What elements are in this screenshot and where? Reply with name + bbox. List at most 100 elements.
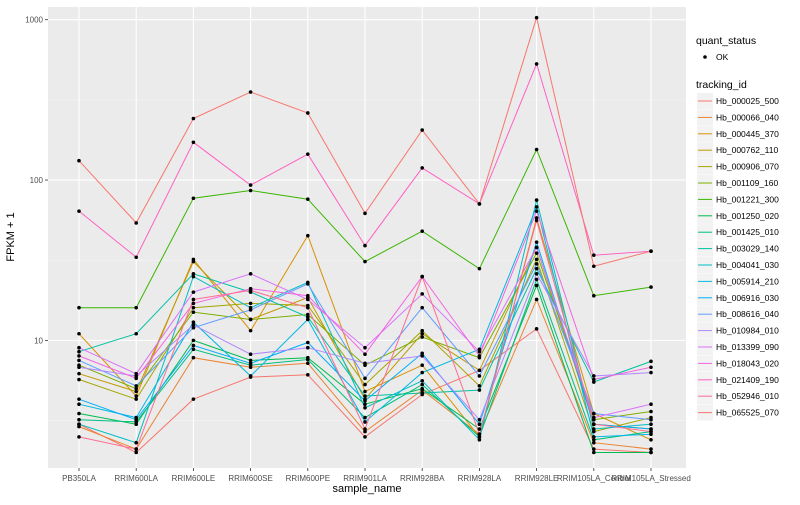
legend: quant_status tracking_id OK Hb_000025_500… xyxy=(696,35,779,421)
data-point xyxy=(477,435,482,439)
data-point xyxy=(649,417,653,422)
data-point xyxy=(363,376,367,381)
legend-title-quant-status: quant_status xyxy=(696,35,756,47)
legend-label: Hb_001221_300 xyxy=(716,194,779,204)
data-point xyxy=(191,116,196,121)
data-point xyxy=(420,378,425,383)
legend-label: Hb_006916_030 xyxy=(716,293,779,303)
data-point xyxy=(363,389,367,394)
data-point xyxy=(134,450,138,455)
data-point xyxy=(191,320,196,324)
data-point xyxy=(420,292,425,296)
data-point xyxy=(306,345,310,350)
data-point xyxy=(477,432,482,436)
data-point xyxy=(191,397,196,401)
data-point xyxy=(77,371,81,376)
data-point xyxy=(477,349,482,354)
data-point xyxy=(191,290,196,294)
data-point xyxy=(191,297,196,302)
data-point xyxy=(134,389,138,394)
data-point xyxy=(134,394,138,398)
data-point xyxy=(534,245,539,250)
legend-label: Hb_004041_030 xyxy=(716,260,779,270)
data-point xyxy=(77,354,81,358)
data-point xyxy=(420,354,425,358)
data-point xyxy=(77,402,81,406)
data-point xyxy=(248,183,253,187)
legend-label: Hb_000762_110 xyxy=(716,145,779,155)
data-point xyxy=(649,447,653,451)
data-point xyxy=(534,218,539,223)
legend-label: OK xyxy=(716,52,729,62)
data-point xyxy=(306,297,310,302)
data-point xyxy=(649,285,653,289)
data-point xyxy=(363,398,367,403)
x-tick-label: PB350LA xyxy=(62,474,96,483)
data-point xyxy=(363,361,367,366)
data-point xyxy=(420,363,425,368)
legend-label: Hb_010984_010 xyxy=(716,326,779,336)
data-point xyxy=(191,310,196,314)
data-point xyxy=(134,397,138,401)
data-point xyxy=(420,305,425,310)
data-point xyxy=(477,384,482,388)
data-point xyxy=(420,391,425,395)
data-point xyxy=(649,422,653,427)
data-point xyxy=(649,365,653,370)
data-points xyxy=(77,15,653,455)
legend-label: Hb_018043_020 xyxy=(716,358,779,368)
data-point xyxy=(248,361,253,366)
data-point xyxy=(649,409,653,414)
data-point xyxy=(420,370,425,375)
data-point xyxy=(77,345,81,350)
data-point xyxy=(534,257,539,262)
data-point xyxy=(191,140,196,145)
data-point xyxy=(649,402,653,406)
data-point xyxy=(477,388,482,392)
data-point xyxy=(306,282,310,286)
data-point xyxy=(134,331,138,336)
data-point xyxy=(306,111,310,115)
data-point xyxy=(534,277,539,282)
data-point xyxy=(134,305,138,310)
data-point xyxy=(77,377,81,382)
data-point xyxy=(477,437,482,442)
data-point xyxy=(77,305,81,310)
data-point xyxy=(306,317,310,322)
data-point xyxy=(592,264,596,269)
data-point xyxy=(592,377,596,382)
x-axis-title: sample_name xyxy=(332,483,401,495)
y-tick-label: 1000 xyxy=(25,16,43,25)
legend-label: Hb_001109_160 xyxy=(716,178,779,188)
data-point xyxy=(534,266,539,271)
data-point xyxy=(363,345,367,350)
data-point xyxy=(592,440,596,445)
y-tick-label: 100 xyxy=(30,176,44,185)
data-point xyxy=(248,188,253,193)
data-point xyxy=(191,323,196,327)
data-point xyxy=(134,417,138,422)
data-point xyxy=(420,166,425,170)
y-axis-title: FPKM + 1 xyxy=(5,212,17,261)
data-point xyxy=(306,361,310,366)
data-point xyxy=(363,211,367,216)
data-point xyxy=(534,62,539,66)
legend-key-point xyxy=(703,55,707,59)
data-point xyxy=(77,349,81,354)
data-point xyxy=(477,427,482,431)
data-point xyxy=(306,340,310,345)
legend-label: Hb_008616_040 xyxy=(716,309,779,319)
data-point xyxy=(649,427,653,431)
data-point xyxy=(134,221,138,225)
data-point xyxy=(534,198,539,202)
data-point xyxy=(248,90,253,94)
x-tick-label: RRIM928BA xyxy=(400,474,445,483)
data-point xyxy=(77,358,81,363)
legend-label: Hb_003029_140 xyxy=(716,244,779,254)
data-point xyxy=(534,297,539,302)
data-point xyxy=(248,358,253,363)
data-point xyxy=(477,374,482,378)
legend-label: Hb_000066_040 xyxy=(716,112,779,122)
